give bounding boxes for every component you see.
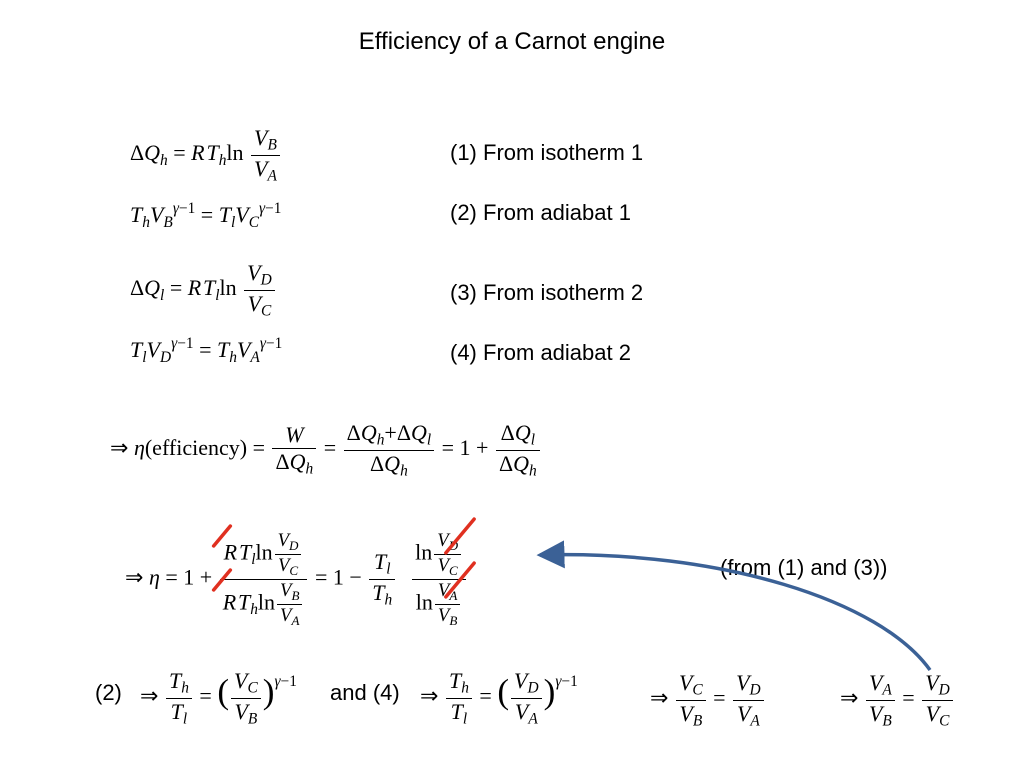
- equation-3: ΔQl = R Tlln VDVC: [130, 260, 277, 320]
- label-and-4: and (4): [330, 680, 400, 706]
- equation-vc-vb: ⇒ VCVB = VDVA: [650, 670, 766, 730]
- equation-ratio-4: ⇒ ThTl = (VDVA)γ−1: [420, 668, 578, 728]
- equation-va-vb: ⇒ VAVB = VDVC: [840, 670, 955, 730]
- equation-eta-definition: ⇒ η(efficiency) = WΔQh = ΔQh+ΔQlΔQh = 1 …: [110, 420, 542, 480]
- equation-1: ΔQh = R Thln VBVA: [130, 125, 282, 185]
- equation-2: ThVBγ−1 = TlVCγ−1: [130, 200, 281, 232]
- label-2: (2) From adiabat 1: [450, 200, 631, 226]
- label-3: (3) From isotherm 2: [450, 280, 643, 306]
- equation-eta-substituted: ⇒ η = 1 + R TllnVDVC R ThlnVBVA = 1 − Tl…: [125, 530, 468, 629]
- page-title: Efficiency of a Carnot engine: [0, 28, 1024, 56]
- label-4: (4) From adiabat 2: [450, 340, 631, 366]
- label-from-1-3: (from (1) and (3)): [720, 555, 887, 581]
- equation-ratio-2: ⇒ ThTl = (VCVB)γ−1: [140, 668, 297, 728]
- label-prefix-2: (2): [95, 680, 122, 706]
- label-1: (1) From isotherm 1: [450, 140, 643, 166]
- annotation-overlay: [0, 0, 1024, 768]
- equation-4: TlVDγ−1 = ThVAγ−1: [130, 335, 282, 367]
